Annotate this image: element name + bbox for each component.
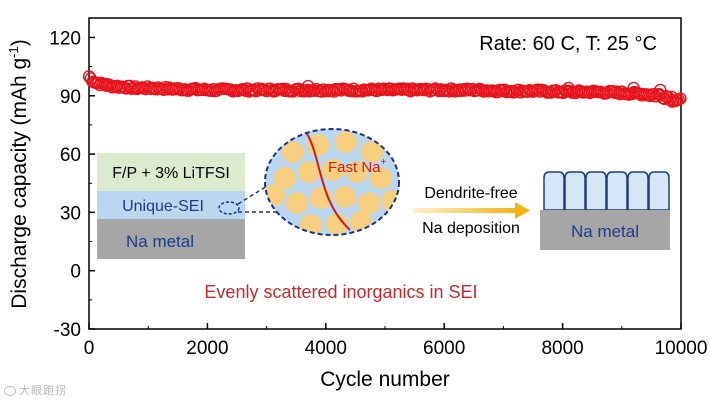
- x-tick-label: 4000: [305, 338, 347, 359]
- x-tick-label: 8000: [541, 338, 583, 359]
- na-metal-label-left: Na metal: [126, 232, 194, 251]
- na-metal-layer-right: [540, 210, 670, 250]
- na-deposition-label: Na deposition: [422, 220, 520, 237]
- fast-na-text: Fast Na: [328, 159, 381, 176]
- fast-na-label: Fast Na+: [328, 157, 387, 176]
- inorganic-particle: [286, 192, 308, 214]
- inorganic-particle: [334, 186, 356, 208]
- inorganic-particle: [282, 141, 304, 163]
- watermark: 大眼跑拐: [4, 382, 67, 398]
- y-tick-label: 120: [49, 28, 81, 49]
- inorganic-particle: [370, 167, 392, 189]
- y-tick-label: 90: [60, 87, 81, 108]
- na-metal-layer-left: [97, 219, 245, 259]
- na-deposit-column: [627, 171, 649, 211]
- watermark-text: 大眼跑拐: [19, 384, 67, 397]
- arrow-shaft: [413, 208, 517, 213]
- y-tick-label: 0: [70, 262, 81, 283]
- x-tick-label: 10000: [655, 338, 708, 359]
- bottom-caption: Evenly scattered inorganics in SEI: [204, 282, 477, 302]
- data-point: [672, 93, 685, 106]
- data-point: [674, 92, 687, 105]
- deposition-arrow: [413, 202, 530, 219]
- inorganic-particle: [298, 161, 320, 183]
- data-point: [654, 83, 667, 97]
- sei-label: Unique-SEI: [122, 198, 204, 215]
- na-deposit-column: [606, 171, 628, 211]
- na-deposit-columns: [543, 171, 670, 211]
- electrolyte-layer: [97, 153, 245, 191]
- na-metal-label-right: Na metal: [571, 222, 639, 241]
- inorganic-particle: [381, 190, 399, 212]
- y-tick-label: 60: [60, 145, 81, 166]
- sei-layer: [97, 191, 245, 219]
- data-point: [665, 95, 679, 108]
- x-tick-label: 6000: [423, 338, 465, 359]
- sei-zoom-circle: Fast Na+: [264, 128, 400, 236]
- x-tick-label: 2000: [186, 338, 228, 359]
- arrow-head: [515, 202, 530, 219]
- sei-zoom-marker: [218, 201, 240, 215]
- inorganic-particle: [361, 141, 383, 163]
- inorganic-particle: [274, 167, 296, 189]
- y-tick-label: 30: [60, 203, 81, 224]
- data-point: [627, 81, 640, 95]
- y-axis-title-sup: -1: [6, 46, 21, 58]
- inorganic-particle: [358, 192, 380, 214]
- data-point: [100, 77, 113, 91]
- y-axis: -30 0 30 60 90 120: [49, 28, 95, 341]
- y-axis-title-main: Discharge capacity (mAh g: [8, 58, 31, 309]
- data-point: [562, 81, 575, 95]
- x-axis: 0 2000 4000 6000 8000 10000: [84, 323, 708, 359]
- y-axis-title: Discharge capacity (mAh g-1): [6, 39, 31, 309]
- inorganic-particle: [335, 131, 357, 153]
- dendrite-free-label: Dendrite-free: [424, 185, 517, 202]
- watermark-logo-icon: [4, 386, 16, 396]
- na-ion-path: [305, 131, 351, 231]
- fast-na-sup: +: [381, 157, 387, 168]
- y-axis-title-close: ): [8, 39, 31, 46]
- na-deposit-column: [543, 171, 565, 211]
- data-point: [301, 79, 315, 93]
- inorganic-particle: [265, 184, 285, 206]
- x-axis-title: Cycle number: [320, 368, 450, 391]
- na-deposit-column: [564, 171, 586, 211]
- zoom-circle-border: [264, 128, 400, 236]
- inorganic-particle: [307, 134, 329, 156]
- inorganic-particle: [346, 161, 368, 183]
- left-stack-schematic: F/P + 3% LiTFSI Unique-SEI Na metal: [97, 153, 245, 259]
- inorganic-particles: [265, 131, 399, 235]
- y-tick-label: -30: [54, 320, 81, 341]
- electrolyte-label: F/P + 3% LiTFSI: [112, 165, 230, 182]
- inorganic-particle: [322, 159, 344, 181]
- series-capacity: [82, 70, 687, 108]
- right-deposition-schematic: Na metal: [540, 171, 670, 250]
- na-deposit-column: [648, 171, 670, 211]
- x-tick-label: 0: [84, 338, 95, 359]
- rate-annotation: Rate: 60 C, T: 25 °C: [479, 33, 657, 55]
- inorganic-particle: [326, 213, 348, 235]
- na-deposit-column: [585, 171, 607, 211]
